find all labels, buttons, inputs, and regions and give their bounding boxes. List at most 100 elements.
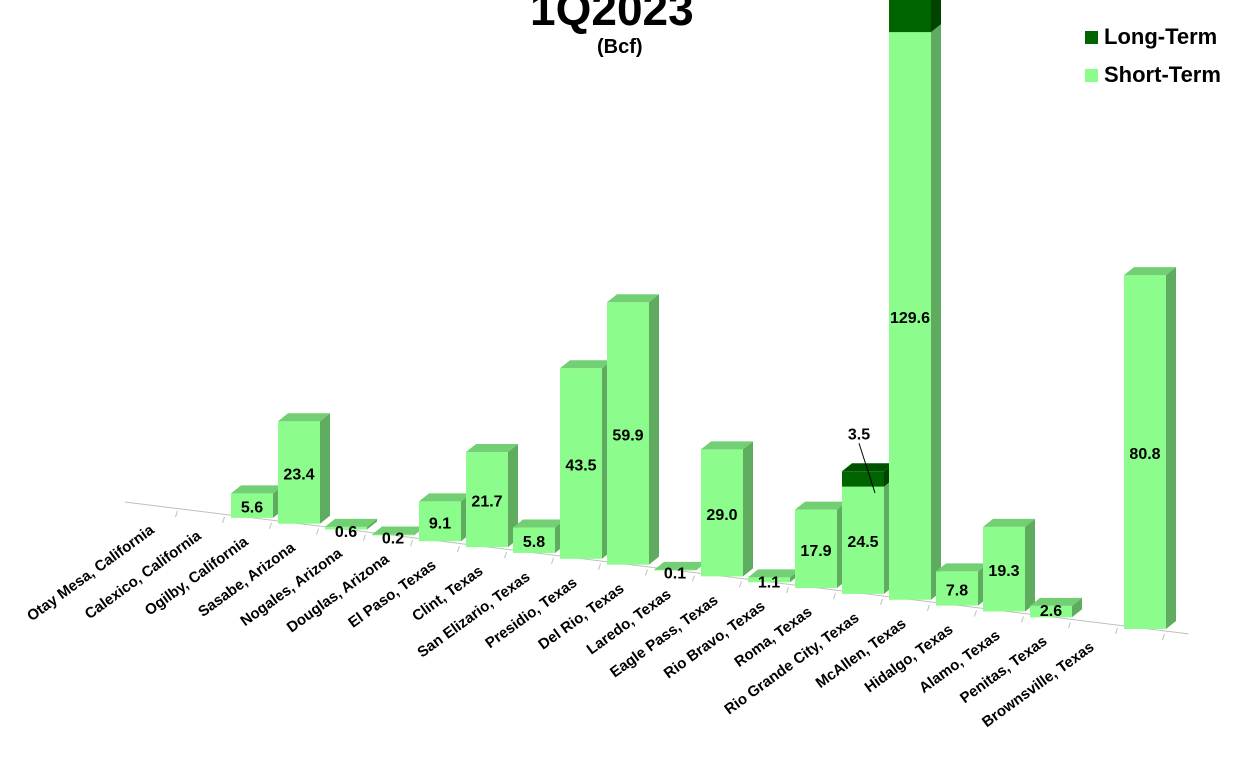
bar-short-term-san-elizario-texas [560,368,602,559]
bar-short-term-laredo-texas-side [743,441,753,577]
bar-short-term-rio-bravo-texas-top [795,501,847,510]
data-label-short-term-del-rio-texas: 0.1 [664,566,686,583]
x-axis-tick [551,557,554,565]
data-label-short-term-mcallen-texas: 7.8 [946,583,968,600]
chart-title: 1Q2023 [530,0,694,35]
x-axis-tick [692,575,695,582]
bar-short-term-mcallen-texas [936,571,978,606]
data-label-leader-roma-texas [858,443,876,494]
bar-short-term-alamo-texas-side [1072,597,1082,618]
x-axis-tick [457,546,460,553]
bar-short-term-roma-texas [842,486,884,594]
bar-short-term-laredo-texas-top [701,441,753,450]
bar-short-term-douglas-arizona [419,501,461,542]
data-label-short-term-sasabe-arizona: 0.6 [335,524,357,541]
x-axis-tick [410,540,413,547]
x-axis-tick [1162,633,1165,641]
bar-short-term-presidio-texas-top [607,294,659,303]
data-label-short-term-roma-texas: 24.5 [847,534,878,551]
data-label-short-term-ogilby-california: 23.4 [283,466,314,483]
x-axis-tick [1115,627,1118,635]
legend-swatch-short-term [1085,68,1098,82]
bar-short-term-calexico-california-top [231,485,283,494]
bar-long-term-roma-texas-top [842,463,894,472]
bar-short-term-hidalgo-texas [983,526,1025,612]
bar-short-term-del-rio-texas-top [654,561,706,570]
x-axis-tick [739,581,742,588]
bar-short-term-hidalgo-texas-side [1025,518,1035,612]
x-axis-tick [269,522,272,529]
data-label-short-term-hidalgo-texas: 19.3 [988,563,1019,580]
bar-short-term-presidio-texas [607,302,649,565]
bar-short-term-rio-bravo-texas [795,509,837,589]
bar-short-term-laredo-texas [701,449,743,577]
bar-short-term-brownsville-texas [1124,275,1166,629]
x-axis-tick [786,586,789,594]
bar-short-term-san-elizario-texas-top [560,360,612,369]
bar-short-term-el-paso-texas [466,452,508,548]
data-label-short-term-san-elizario-texas: 43.5 [565,458,596,475]
bar-short-term-brownsville-texas-top [1124,267,1176,276]
x-axis-tick [974,610,977,617]
x-axis-tick [833,592,836,600]
bar-long-term-roma-texas [842,471,884,487]
bar-long-term-rio-grande-city-texas-side [931,0,941,33]
x-axis-tick [1021,616,1024,623]
bar-long-term-rio-grande-city-texas [889,0,931,33]
legend-label-short-term: Short-Term [1104,62,1221,87]
bar-short-term-brownsville-texas-side [1166,267,1176,629]
x-axis-tick [927,604,930,611]
x-tick-label-presidio-texas: Presidio, Texas [482,574,580,652]
bar-short-term-calexico-california [231,493,273,518]
bar-short-term-nogales-arizona-top [372,526,424,535]
bar-short-term-ogilby-california [278,421,320,524]
legend-label-long-term: Long-Term [1104,24,1218,49]
legend-swatch-long-term [1085,30,1098,44]
bar-short-term-sasabe-arizona [325,526,367,530]
data-label-short-term-alamo-texas: 2.6 [1040,603,1062,620]
x-axis-tick [1068,622,1071,629]
data-label-short-term-douglas-arizona: 9.1 [429,515,451,532]
x-axis-tick [504,551,507,559]
bar-short-term-ogilby-california-side [320,413,330,524]
data-label-short-term-rio-bravo-texas: 17.9 [800,543,831,560]
data-label-short-term-laredo-texas: 29.0 [706,507,737,524]
data-label-short-term-rio-grande-city-texas: 129.6 [890,310,930,327]
bar-short-term-el-paso-texas-top [466,444,518,453]
x-axis-tick [363,534,366,541]
data-label-short-term-nogales-arizona: 0.2 [382,530,404,547]
bar-short-term-sasabe-arizona-top [325,518,377,527]
bar-short-term-alamo-texas-top [1030,597,1082,606]
bar-short-term-douglas-arizona-top [419,493,471,502]
bar-short-term-ogilby-california-top [278,413,330,422]
bar-short-term-clint-texas-top [513,519,565,528]
bar-short-term-clint-texas [513,527,555,553]
bar-short-term-rio-grande-city-texas [889,32,931,600]
bar-short-term-mcallen-texas-top [936,563,988,572]
x-axis-tick [598,563,601,570]
chart-subtitle: (Bcf) [597,36,643,58]
data-label-short-term-el-paso-texas: 21.7 [471,494,502,511]
x-axis-tick [222,516,225,524]
legend-item-long-term: Long-Term [1085,18,1221,56]
bar-short-term-el-paso-texas-side [508,444,518,548]
data-label-short-term-calexico-california: 5.6 [241,500,263,517]
data-label-long-term-roma-texas: 3.5 [848,426,870,443]
bar-short-term-rio-grande-city-texas-side [931,24,941,600]
bar-short-term-sasabe-arizona-side [367,518,377,530]
bar-short-term-presidio-texas-side [649,294,659,565]
bar-short-term-nogales-arizona [372,534,414,536]
bar-short-term-eagle-pass-texas [748,577,790,583]
x-axis-tick [175,510,178,518]
bar-short-term-eagle-pass-texas-top [748,569,800,578]
bar-short-term-hidalgo-texas-top [983,518,1035,527]
x-axis-tick [880,598,883,605]
data-label-short-term-brownsville-texas: 80.8 [1129,446,1160,463]
data-label-short-term-clint-texas: 5.8 [523,534,545,551]
data-label-short-term-eagle-pass-texas: 1.1 [758,574,780,591]
bar-short-term-alamo-texas [1030,605,1072,618]
legend: Long-Term Short-Term [1085,18,1221,94]
data-label-short-term-presidio-texas: 59.9 [612,427,643,444]
x-axis-tick [316,528,319,535]
